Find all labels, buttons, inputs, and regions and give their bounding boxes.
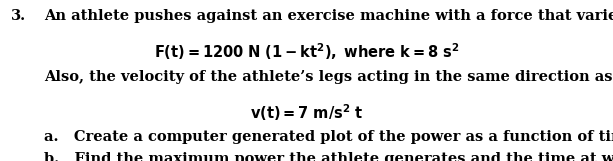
- Text: $\mathbf{v(t) = 7\ m/s^2\ t}$: $\mathbf{v(t) = 7\ m/s^2\ t}$: [250, 102, 363, 123]
- Text: Also, the velocity of the athlete’s legs acting in the same direction as the for: Also, the velocity of the athlete’s legs…: [44, 70, 613, 84]
- Text: 3.: 3.: [11, 9, 26, 23]
- Text: $\mathbf{F(t) = 1200\ N\ (1 - kt^2),\ where\ k = 8\ s^2}$: $\mathbf{F(t) = 1200\ N\ (1 - kt^2),\ wh…: [154, 41, 459, 62]
- Text: a.   Create a computer generated plot of the power as a function of time.: a. Create a computer generated plot of t…: [44, 130, 613, 144]
- Text: b.   Find the maximum power the athlete generates and the time at which maximum : b. Find the maximum power the athlete ge…: [44, 152, 613, 161]
- Text: An athlete pushes against an exercise machine with a force that varies with time: An athlete pushes against an exercise ma…: [44, 9, 613, 23]
